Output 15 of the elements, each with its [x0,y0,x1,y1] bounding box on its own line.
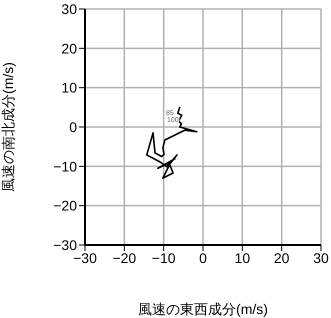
y-tick-label: 0 [69,118,78,135]
y-tick-label: −10 [53,158,78,174]
x-tick-label: −10 [152,250,176,266]
line-series [146,106,198,179]
y-tick-label: −20 [53,198,78,214]
y-tick-label: 10 [61,80,78,96]
y-tick-label: 20 [61,40,78,56]
y-tick-label: 30 [61,0,78,17]
x-tick-label: 20 [274,250,290,266]
y-axis-title: 風速の南北成分(m/s) [0,62,16,192]
x-tick-label: −20 [112,250,136,266]
x-axis-title: 風速の東西成分(m/s) [138,301,268,317]
x-tick-label: 30 [313,250,329,266]
x-tick-label: 10 [234,250,250,266]
x-tick-label: 0 [199,250,208,266]
